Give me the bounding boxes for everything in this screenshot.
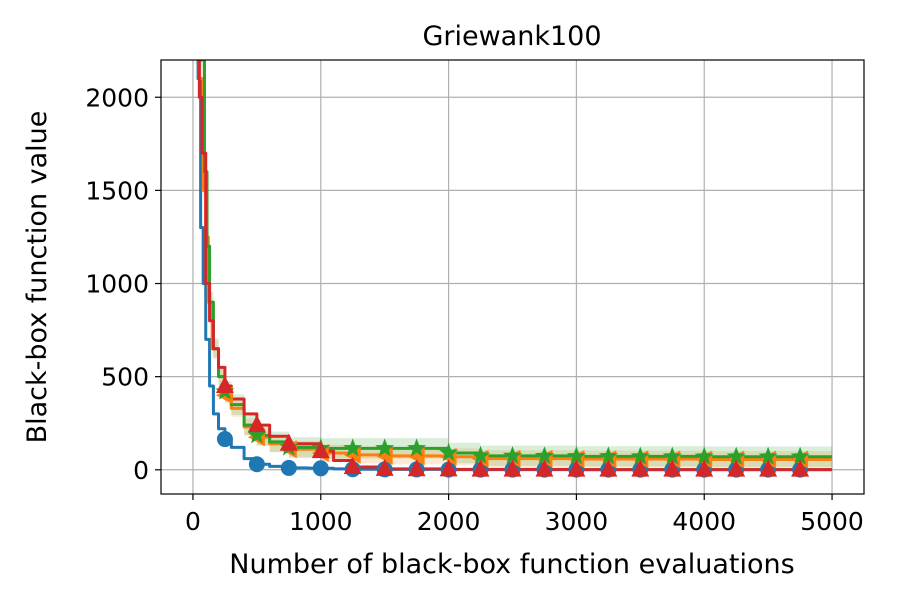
series-0-marker: [248, 456, 265, 473]
series-3-marker: [375, 458, 394, 476]
y-tick-label: 2000: [85, 83, 149, 112]
series-3-marker: [343, 456, 362, 474]
x-tick-label: 2000: [417, 507, 481, 536]
series-0-marker: [216, 431, 233, 448]
series-2-marker: [471, 445, 491, 464]
series-2-marker: [694, 446, 714, 465]
series-2-marker: [407, 438, 427, 457]
x-tick-label: 0: [185, 507, 201, 536]
series-3-marker: [599, 459, 618, 477]
x-axis-title: Number of black-box function evaluations: [229, 549, 794, 580]
y-tick-label: 1500: [85, 176, 149, 205]
series-2-marker: [726, 446, 746, 465]
series-2-marker: [758, 446, 778, 465]
series-3-marker: [247, 415, 266, 433]
series-2-marker: [598, 446, 618, 465]
series-3-marker: [407, 459, 426, 477]
x-tick-label: 3000: [545, 507, 609, 536]
series-3-marker: [727, 459, 746, 477]
series-2-marker: [566, 446, 586, 465]
series-2-marker: [503, 446, 522, 465]
series-3-marker: [759, 459, 778, 477]
series-2-marker: [343, 438, 363, 457]
x-tick-label: 1000: [289, 507, 353, 536]
series-2-marker: [439, 443, 459, 462]
series-2-marker: [247, 425, 267, 444]
series-3-marker: [631, 459, 650, 477]
chart-title: Griewank100: [422, 21, 601, 52]
series-3-marker: [791, 459, 810, 477]
series-2-marker: [534, 446, 554, 465]
series-3-marker: [215, 375, 234, 393]
y-tick-label: 0: [133, 456, 149, 485]
series-3-marker: [439, 459, 458, 477]
series-3-marker: [471, 459, 490, 477]
plot-frame: [160, 59, 865, 495]
series-3-marker: [567, 459, 586, 477]
series-2-marker: [790, 446, 810, 465]
series-2-marker: [662, 446, 682, 465]
y-tick-label: 500: [101, 363, 149, 392]
axis-ticks: 0 1000 2000 3000 4000 5000 0 500 1000 1500 2000: [85, 83, 863, 536]
series-3-marker: [695, 459, 714, 477]
y-tick-label: 1000: [85, 270, 149, 299]
series-0-marker: [280, 459, 297, 476]
series-0-marker: [312, 460, 329, 477]
series-markers: [215, 375, 810, 478]
y-axis-title: Black-box function value: [22, 111, 53, 444]
series-3-marker: [311, 441, 330, 459]
series-3-marker: [535, 459, 554, 477]
series-3-marker: [663, 459, 682, 477]
series-2-marker: [630, 446, 650, 465]
x-tick-label: 5000: [800, 507, 864, 536]
x-tick-label: 4000: [672, 507, 736, 536]
series-3-marker: [503, 459, 522, 477]
series-3-marker: [279, 433, 298, 451]
series-2-marker: [375, 438, 395, 457]
